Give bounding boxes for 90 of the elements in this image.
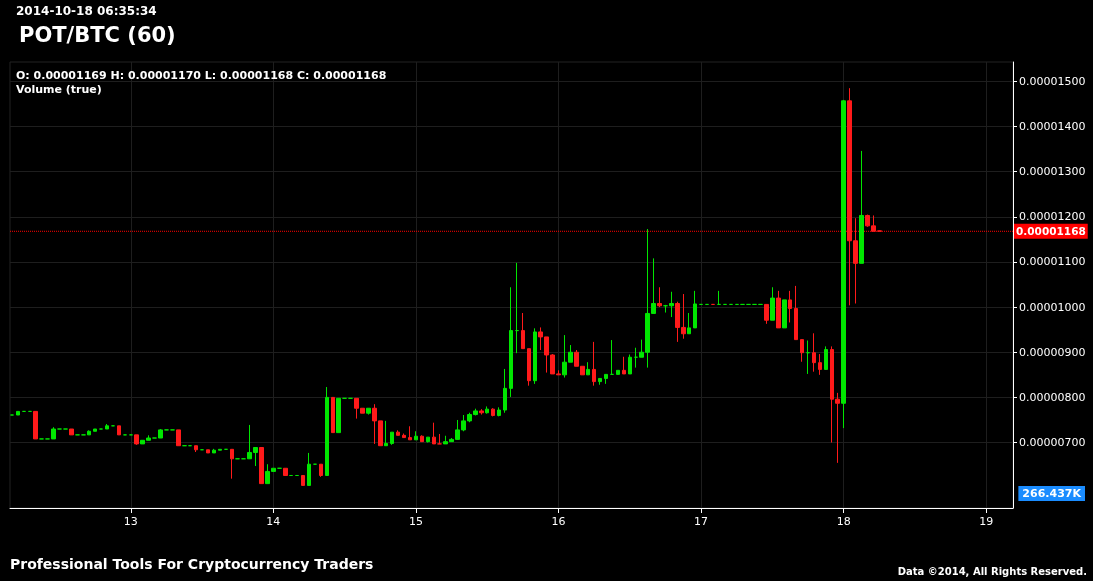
candlestick <box>527 348 531 387</box>
text: Professional Tools For Cryptocurrency Traders <box>10 556 374 572</box>
candlestick <box>420 434 424 443</box>
candlestick <box>93 428 97 432</box>
candlestick <box>824 345 828 370</box>
candlestick <box>384 420 388 447</box>
candlestick <box>414 430 418 441</box>
annotation: Volume (true) <box>16 83 102 96</box>
candlestick <box>325 386 329 476</box>
candlestick <box>432 422 436 445</box>
candlestick <box>859 150 864 264</box>
candlestick <box>800 339 804 363</box>
candlestick <box>402 433 406 439</box>
candlestick <box>301 475 305 486</box>
x-tick-label: 19 <box>979 515 994 528</box>
candlestick <box>586 361 590 376</box>
x-tick-label: 15 <box>408 515 423 528</box>
candlestick <box>479 408 484 416</box>
candlestick <box>437 433 442 445</box>
candlestick <box>812 332 816 373</box>
candlestick <box>307 452 311 486</box>
candlestick <box>764 303 769 325</box>
candlestick <box>770 286 775 321</box>
annotation: O: 0.00001169 H: 0.00001170 L: 0.00001168 C: 0.00001168 <box>16 69 387 82</box>
candlestick <box>533 327 537 385</box>
candlestick <box>604 373 608 385</box>
candlestick <box>33 410 38 440</box>
candlestick <box>806 340 810 375</box>
x-tick-label: 18 <box>836 515 851 528</box>
candlestick <box>390 431 394 446</box>
candlestick <box>818 353 822 376</box>
candlestick <box>794 285 798 341</box>
y-tick-label: 0.00000800 <box>1019 390 1086 404</box>
y-tick-label: 0.00000700 <box>1019 436 1086 450</box>
candlestick <box>610 339 614 375</box>
candlestick <box>396 429 400 436</box>
candlestick <box>283 467 288 476</box>
x-tick-label: 16 <box>551 515 566 528</box>
candlestick <box>194 445 198 453</box>
candlestick <box>426 436 430 444</box>
y-tick-label: 0.00001200 <box>1019 210 1086 224</box>
x-tick-label: 14 <box>266 515 281 528</box>
y-tick-label: 0.00001400 <box>1019 120 1086 134</box>
text: Data ©2014, All Rights Reserved. <box>897 565 1088 577</box>
y-tick-label: 0.00001000 <box>1019 300 1086 314</box>
candlestick <box>592 341 596 387</box>
candlestick <box>105 423 109 430</box>
y-tick-label: 0.00000900 <box>1019 345 1086 359</box>
candlestick <box>485 405 489 415</box>
candlestick <box>259 447 264 485</box>
x-tick-label: 17 <box>694 515 709 528</box>
candlestick <box>521 312 525 350</box>
candlestick <box>497 406 501 417</box>
candlestick <box>336 397 341 434</box>
text: 266.437K <box>1022 487 1082 500</box>
candlestick <box>503 368 507 414</box>
candlestick <box>206 449 210 454</box>
candlestick <box>776 290 781 329</box>
chart-title: POT/BTC (60) <box>19 22 176 47</box>
candlestick <box>491 407 495 417</box>
candlestick <box>230 448 234 480</box>
candlestick <box>717 290 721 305</box>
candlestick <box>212 448 216 454</box>
y-tick-label: 0.00001500 <box>1019 74 1086 88</box>
candlestick <box>687 312 691 335</box>
candlestick <box>657 286 662 308</box>
candlestick <box>117 425 121 436</box>
candlestick <box>176 429 181 447</box>
candlestick <box>331 396 335 434</box>
candlestick <box>509 286 513 398</box>
candlestick <box>616 369 620 375</box>
candlestick <box>598 377 602 386</box>
candlestick <box>515 262 519 354</box>
candlestick <box>218 448 222 451</box>
candlestick <box>16 410 20 416</box>
candlestick <box>366 407 371 416</box>
candlestick <box>622 356 626 375</box>
candlestick <box>408 425 412 441</box>
ref-line-label: 0.00001168 <box>1016 225 1086 238</box>
candlestick <box>788 290 792 323</box>
candlestick <box>319 463 323 478</box>
text: 2014-10-18 06:35:34 <box>16 4 157 18</box>
candlestick <box>134 434 139 446</box>
candlestick <box>782 299 787 329</box>
candlestick <box>69 428 74 436</box>
candlestick <box>693 290 697 329</box>
candlestick <box>628 354 632 375</box>
y-tick-label: 0.00001300 <box>1019 165 1086 179</box>
y-tick-label: 0.00001100 <box>1019 255 1086 269</box>
x-tick-label: 13 <box>123 515 138 528</box>
